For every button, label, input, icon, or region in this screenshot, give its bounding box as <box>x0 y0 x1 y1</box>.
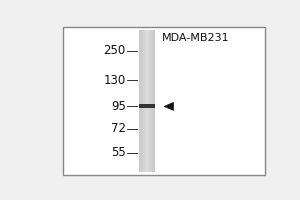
Bar <box>144 30 145 172</box>
Bar <box>153 30 154 172</box>
Text: 55: 55 <box>111 146 126 159</box>
Bar <box>141 30 142 172</box>
Bar <box>152 30 153 172</box>
Bar <box>154 30 155 172</box>
Bar <box>147 30 148 172</box>
Bar <box>150 30 151 172</box>
Bar <box>63 27 266 175</box>
Bar <box>139 104 155 108</box>
Text: 95: 95 <box>111 100 126 113</box>
Bar <box>140 30 141 172</box>
Bar <box>146 30 147 172</box>
Bar <box>147 30 148 172</box>
Bar <box>154 30 155 172</box>
Text: 130: 130 <box>103 74 126 87</box>
Bar <box>149 30 150 172</box>
Text: 72: 72 <box>111 122 126 135</box>
Bar <box>148 30 149 172</box>
Bar <box>141 30 142 172</box>
Text: MDA-MB231: MDA-MB231 <box>162 33 230 43</box>
Bar <box>145 30 146 172</box>
Bar <box>139 30 140 172</box>
Bar <box>149 30 150 172</box>
Text: 250: 250 <box>103 44 126 57</box>
Bar <box>143 30 144 172</box>
Bar <box>146 30 147 172</box>
Bar <box>145 30 146 172</box>
Bar <box>142 30 143 172</box>
Bar <box>151 30 152 172</box>
Bar <box>151 30 152 172</box>
Polygon shape <box>164 102 173 110</box>
Bar <box>150 30 151 172</box>
Bar <box>154 30 155 172</box>
Bar <box>140 30 141 172</box>
Bar <box>144 30 145 172</box>
Bar <box>142 30 143 172</box>
Bar <box>139 30 140 172</box>
Bar <box>148 30 149 172</box>
Bar <box>150 30 151 172</box>
Bar <box>153 30 154 172</box>
Bar <box>152 30 153 172</box>
Bar <box>143 30 144 172</box>
